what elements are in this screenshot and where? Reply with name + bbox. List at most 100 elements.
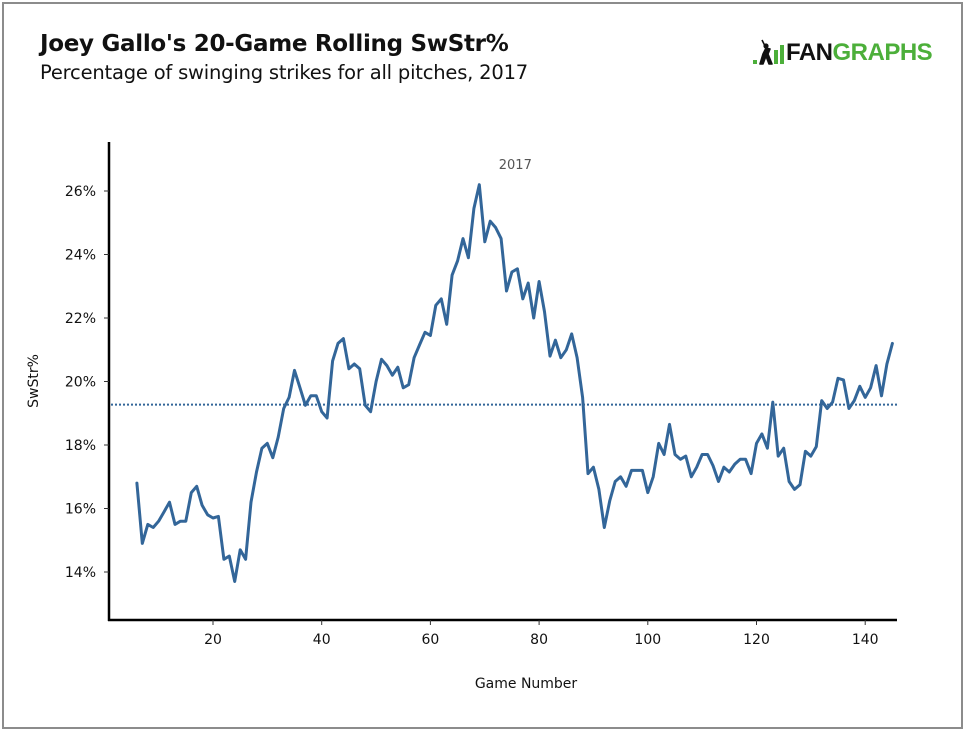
data-point (728, 471, 731, 473)
data-point (299, 387, 301, 389)
data-point (397, 366, 399, 369)
data-point (750, 472, 752, 475)
data-point (451, 274, 453, 276)
data-point (690, 476, 693, 478)
data-point (859, 385, 861, 388)
data-point (549, 355, 551, 357)
data-point (315, 395, 318, 397)
data-point (141, 542, 144, 545)
data-point (527, 282, 529, 284)
data-point (185, 520, 187, 522)
data-point (641, 469, 644, 472)
data-point (723, 466, 725, 469)
y-tick-label: 14% (65, 565, 96, 581)
x-tick-label: 40 (313, 632, 331, 648)
data-point (788, 480, 790, 483)
data-point (342, 337, 345, 340)
data-point (212, 517, 214, 519)
data-point (679, 458, 682, 461)
data-point (755, 442, 758, 445)
data-point (532, 317, 535, 319)
data-point (804, 450, 807, 453)
x-tick-label: 140 (852, 632, 879, 648)
data-point (353, 363, 356, 365)
data-point (647, 491, 649, 494)
data-point (717, 480, 720, 483)
data-point (157, 520, 160, 522)
data-point (484, 241, 486, 243)
data-point (842, 379, 845, 381)
data-point (440, 298, 443, 300)
data-point (772, 401, 774, 403)
data-point (261, 447, 263, 450)
data-point (848, 407, 850, 410)
x-tick-label: 60 (421, 632, 439, 648)
data-point (424, 331, 426, 334)
y-tick-label: 20% (65, 375, 96, 391)
data-point (543, 310, 546, 313)
data-point (500, 237, 502, 240)
data-point (598, 488, 600, 491)
data-point (511, 271, 513, 273)
series-group (135, 183, 894, 583)
data-point (206, 514, 209, 516)
y-axis-title: SwStr% (26, 354, 42, 408)
data-point (609, 499, 611, 502)
data-point (462, 237, 464, 240)
data-point (386, 364, 388, 367)
data-point (435, 304, 437, 307)
data-point (657, 442, 660, 445)
x-tick-label: 100 (634, 632, 661, 648)
data-point (619, 476, 622, 478)
data-point (445, 323, 448, 326)
data-point (201, 504, 203, 507)
logo-text-fan: FAN (786, 39, 833, 66)
data-point (815, 445, 818, 448)
data-point (560, 356, 562, 359)
data-point (337, 342, 339, 345)
data-point (875, 364, 877, 367)
data-point (255, 471, 258, 473)
data-point (522, 298, 524, 300)
data-point (685, 455, 687, 457)
y-tick-label: 26% (65, 184, 96, 200)
data-point (228, 555, 231, 557)
data-point (886, 363, 888, 365)
data-point (244, 558, 247, 561)
data-point (587, 472, 589, 475)
y-tick-label: 16% (65, 502, 96, 518)
data-point (799, 483, 801, 486)
data-point (777, 455, 779, 457)
fangraphs-logo: FAN GRAPHS (752, 38, 933, 68)
data-point (853, 399, 856, 402)
data-point (326, 417, 328, 419)
data-point (744, 458, 747, 461)
data-point (516, 268, 519, 270)
data-point (331, 360, 334, 362)
data-point (391, 374, 394, 377)
data-point (630, 469, 633, 472)
data-point (826, 407, 828, 410)
data-point (364, 404, 367, 407)
data-point (581, 396, 584, 399)
data-point (147, 523, 149, 526)
data-point (473, 207, 475, 210)
data-point (489, 220, 492, 222)
data-point (869, 387, 872, 389)
data-point (674, 453, 676, 456)
data-point (310, 395, 312, 397)
data-point (701, 453, 703, 456)
y-tick-label: 18% (65, 438, 96, 454)
data-point (375, 380, 377, 383)
data-point (407, 383, 410, 386)
data-point (250, 501, 252, 504)
data-point (266, 442, 269, 445)
data-point (625, 485, 627, 488)
data-point (494, 226, 497, 229)
data-point (288, 396, 290, 399)
data-point (782, 447, 785, 450)
data-point (538, 280, 540, 283)
data-point (603, 526, 606, 529)
data-point (179, 520, 182, 522)
